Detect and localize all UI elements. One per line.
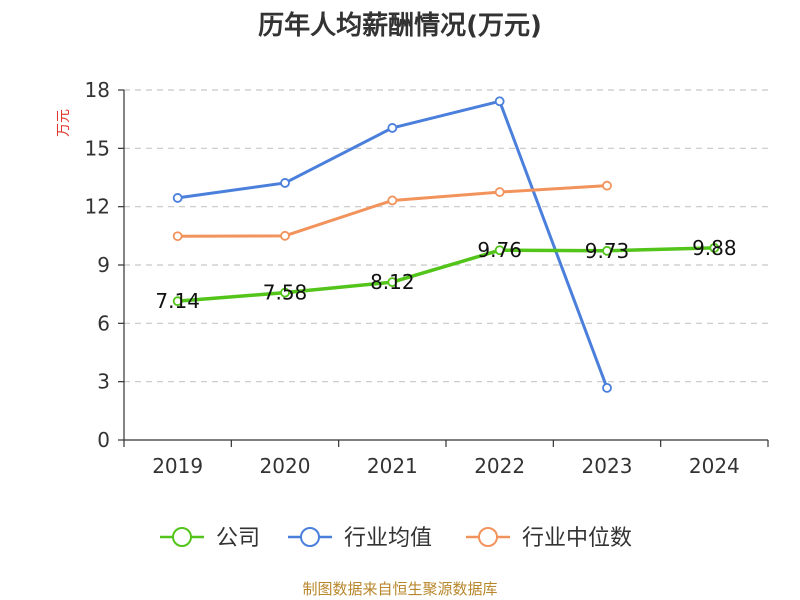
data-labels: 7.14 7.58 8.12 9.76 9.73 9.88 bbox=[155, 236, 736, 313]
legend-label: 行业中位数 bbox=[522, 526, 632, 551]
chart-title: 历年人均薪酬情况(万元) bbox=[258, 10, 542, 41]
data-point bbox=[172, 231, 183, 242]
series-2 bbox=[172, 180, 612, 242]
y-tick-label: 0 bbox=[97, 428, 110, 452]
legend-item: 行业中位数 bbox=[466, 526, 632, 551]
data-label: 9.73 bbox=[585, 239, 630, 263]
data-label: 9.88 bbox=[692, 236, 737, 260]
y-tick-label: 18 bbox=[85, 78, 110, 102]
legend: 公司 行业均值 行业中位数 bbox=[160, 526, 632, 551]
x-tick-label: 2022 bbox=[474, 454, 525, 478]
y-tick-label: 15 bbox=[85, 136, 110, 160]
data-label: 8.12 bbox=[370, 270, 415, 294]
data-point bbox=[172, 193, 183, 203]
data-point bbox=[387, 123, 398, 133]
data-point bbox=[602, 180, 612, 191]
axes: 0 3 6 9 12 15 18 2019 2020 2021 2022 2023 2024 bbox=[85, 78, 769, 478]
data-point bbox=[387, 277, 398, 288]
data-point bbox=[494, 245, 505, 256]
x-tick-label: 2024 bbox=[689, 454, 740, 478]
data-point bbox=[602, 245, 612, 256]
data-point bbox=[602, 382, 612, 393]
legend-item: 行业均值 bbox=[288, 526, 432, 551]
data-label: 7.14 bbox=[155, 289, 200, 313]
data-point bbox=[709, 242, 720, 253]
data-label: 9.76 bbox=[477, 238, 522, 262]
data-point bbox=[494, 96, 505, 107]
x-tick-label: 2019 bbox=[152, 454, 203, 478]
data-point bbox=[172, 296, 183, 307]
series-line bbox=[177, 99, 609, 389]
y-tick-label: 3 bbox=[97, 370, 110, 394]
legend-label: 公司 bbox=[216, 526, 260, 551]
y-axis-label: 万元 bbox=[56, 109, 72, 137]
data-point bbox=[280, 287, 290, 298]
x-tick-label: 2023 bbox=[582, 454, 633, 478]
data-point bbox=[280, 230, 290, 241]
data-point bbox=[494, 187, 505, 197]
data-point bbox=[280, 178, 290, 188]
y-tick-label: 6 bbox=[97, 311, 110, 335]
y-tick-label: 9 bbox=[97, 253, 110, 277]
legend-marker bbox=[478, 527, 498, 547]
legend-marker bbox=[300, 527, 320, 547]
series-1 bbox=[172, 96, 612, 393]
y-tick-label: 12 bbox=[85, 195, 110, 219]
series-line bbox=[177, 246, 715, 303]
x-tick-label: 2021 bbox=[367, 454, 418, 478]
source-note: 制图数据来自恒生聚源数据库 bbox=[302, 580, 497, 598]
series-line bbox=[177, 184, 608, 238]
series-0 bbox=[172, 242, 720, 307]
legend-label: 行业均值 bbox=[344, 526, 432, 551]
data-label: 7.58 bbox=[263, 281, 308, 305]
series-lines bbox=[172, 96, 720, 393]
legend-item: 公司 bbox=[160, 526, 260, 551]
legend-marker bbox=[172, 527, 192, 547]
x-tick-label: 2020 bbox=[260, 454, 311, 478]
data-point bbox=[387, 195, 398, 206]
